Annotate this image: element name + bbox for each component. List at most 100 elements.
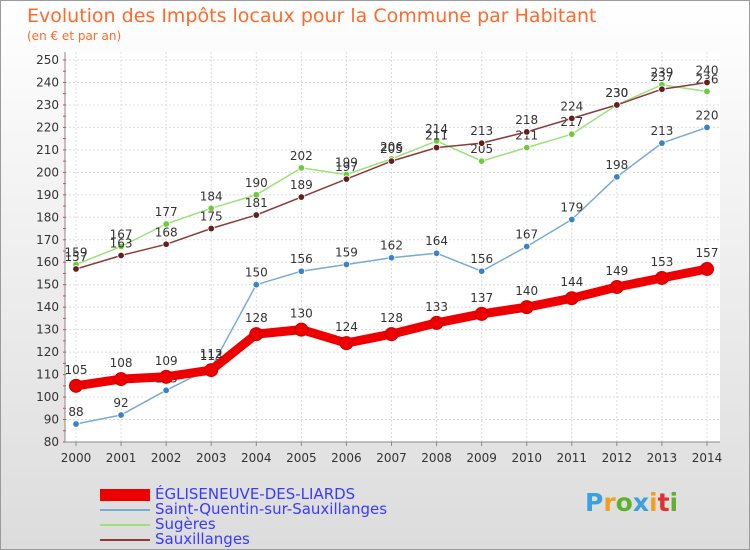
data-label: 144 <box>560 275 583 289</box>
data-point <box>294 322 309 337</box>
data-label: 150 <box>245 266 268 280</box>
data-label: 137 <box>470 291 493 305</box>
data-label: 217 <box>560 115 583 129</box>
y-tick-label: 110 <box>36 368 59 382</box>
y-tick-label: 150 <box>36 278 59 292</box>
y-tick-label: 250 <box>36 53 59 67</box>
data-label: 230 <box>605 86 628 100</box>
data-point <box>658 85 666 93</box>
legend-label: Sauxillanges <box>155 530 250 548</box>
data-label: 164 <box>425 234 448 248</box>
data-point <box>429 315 444 330</box>
data-point <box>387 254 396 262</box>
data-label: 206 <box>380 140 403 154</box>
data-point <box>207 224 215 233</box>
y-tick-label: 240 <box>36 75 59 89</box>
x-tick-label: 2007 <box>376 451 407 465</box>
data-point <box>117 251 125 260</box>
data-point <box>297 267 306 275</box>
data-label: 159 <box>335 245 358 259</box>
data-point <box>564 291 579 306</box>
y-tick-label: 100 <box>36 390 59 404</box>
legend-label: Sugères <box>155 515 216 533</box>
data-point <box>654 270 669 285</box>
data-label: 239 <box>650 66 673 80</box>
data-point <box>387 157 396 165</box>
data-point <box>519 300 534 315</box>
data-label: 181 <box>245 196 268 210</box>
data-point <box>252 191 260 199</box>
data-point <box>703 123 711 132</box>
data-label: 205 <box>470 142 493 156</box>
x-tick-label: 2001 <box>106 451 137 465</box>
data-point <box>72 420 80 428</box>
data-point <box>342 260 351 269</box>
data-point <box>523 128 531 136</box>
logo-letter: o <box>615 488 633 517</box>
data-point <box>523 143 531 152</box>
x-tick-label: 2005 <box>286 451 317 465</box>
logo-letter: r <box>603 488 616 517</box>
data-label: 108 <box>110 356 133 370</box>
y-tick-label: 170 <box>36 233 59 247</box>
data-label: 159 <box>65 245 88 259</box>
logo-letter: i <box>669 488 679 517</box>
data-point <box>613 173 621 181</box>
data-label: 133 <box>425 300 448 314</box>
legend-swatch <box>100 532 150 547</box>
data-label: 157 <box>65 250 88 264</box>
logo-letter: t <box>657 488 670 517</box>
x-tick-label: 2013 <box>647 451 678 465</box>
data-label: 211 <box>515 129 538 143</box>
y-tick-label: 180 <box>36 210 59 224</box>
data-point <box>117 411 125 419</box>
data-point <box>69 378 83 393</box>
proxiti-logo: Proxiti <box>585 488 678 517</box>
data-label: 202 <box>290 149 313 163</box>
x-tick-label: 2012 <box>602 451 633 465</box>
data-label: 128 <box>245 311 268 325</box>
data-label: 112 <box>200 347 223 361</box>
logo-letter: i <box>649 488 658 517</box>
data-label: 124 <box>335 320 358 334</box>
y-tick-label: 130 <box>36 323 59 337</box>
data-point <box>159 369 174 384</box>
data-label: 230 <box>605 86 628 100</box>
data-label: 140 <box>515 284 538 298</box>
data-point <box>432 249 441 257</box>
data-label: 199 <box>335 156 358 170</box>
y-tick-label: 120 <box>36 345 59 359</box>
data-label: 167 <box>110 228 133 242</box>
data-point <box>249 327 264 342</box>
data-point <box>568 215 576 224</box>
data-label: 92 <box>113 396 128 410</box>
data-label: 128 <box>380 311 403 325</box>
data-point <box>609 279 624 294</box>
data-point <box>477 139 486 147</box>
data-point <box>117 242 125 251</box>
data-point <box>613 101 621 109</box>
data-point <box>114 372 129 387</box>
data-point <box>568 114 576 123</box>
logo-letter: x <box>632 488 649 517</box>
data-label: 198 <box>605 158 628 172</box>
x-tick-label: 2002 <box>151 451 182 465</box>
y-tick-label: 210 <box>36 143 59 157</box>
data-label: 130 <box>290 307 313 321</box>
data-label: 113 <box>200 349 223 363</box>
x-tick-label: 2000 <box>61 451 92 465</box>
data-label: 213 <box>470 124 493 138</box>
data-label: 168 <box>155 225 178 239</box>
chart-subtitle: (en € et par an) <box>27 29 122 43</box>
data-label: 153 <box>650 255 673 269</box>
x-tick-label: 2010 <box>511 451 542 465</box>
x-tick-label: 2006 <box>331 451 362 465</box>
data-label: 177 <box>155 205 178 219</box>
data-point <box>207 204 215 213</box>
data-label: 189 <box>290 178 313 192</box>
data-label: 179 <box>560 201 583 215</box>
legend-swatch <box>100 487 150 502</box>
data-label: 190 <box>245 176 268 190</box>
data-point <box>252 281 260 289</box>
